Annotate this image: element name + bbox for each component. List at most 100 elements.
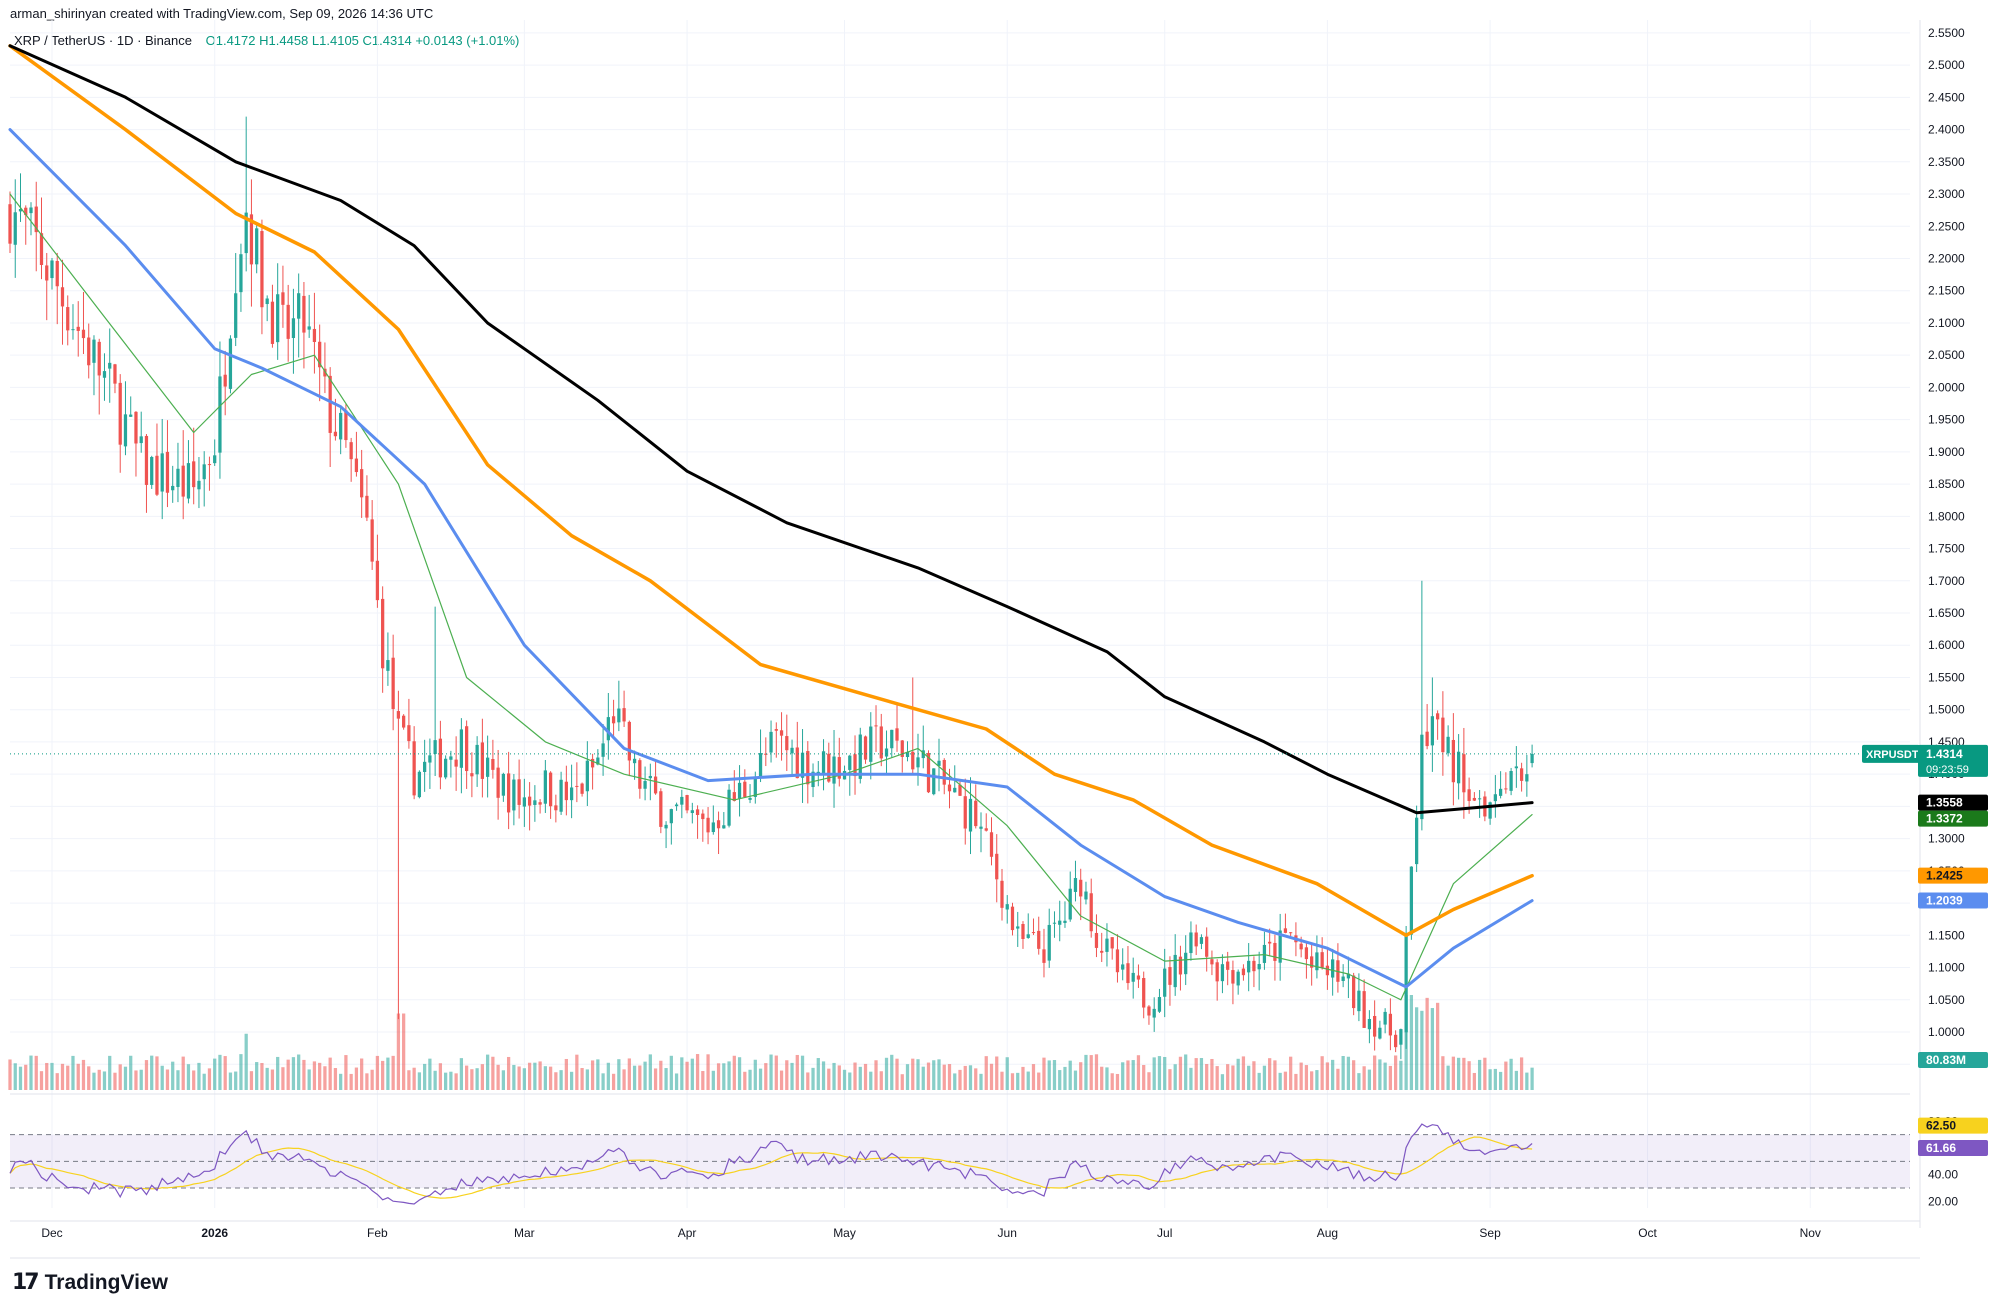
volume-bar (601, 1073, 605, 1090)
candle (1205, 936, 1209, 957)
volume-bar (433, 1070, 437, 1090)
bar-countdown: 09:23:59 (1926, 764, 1969, 776)
volume-bar (218, 1054, 222, 1090)
candle (1462, 754, 1466, 793)
volume-bar (1415, 1007, 1419, 1090)
volume-bar (260, 1062, 264, 1090)
volume-bar (884, 1057, 889, 1090)
volume-bar (391, 1055, 395, 1090)
volume-bar (569, 1071, 574, 1090)
volume-bar (207, 1068, 212, 1090)
volume-bar (774, 1055, 778, 1090)
volume-bar (1315, 1070, 1319, 1090)
volume-bar (942, 1064, 946, 1090)
volume-bar (664, 1068, 668, 1090)
volume-bar (438, 1063, 443, 1090)
volume-bar (197, 1062, 201, 1090)
volume-bar (858, 1066, 862, 1090)
volume-bar (764, 1063, 768, 1090)
candle (1194, 932, 1198, 947)
ma20-value-bg (1918, 810, 1988, 827)
volume-bar (1194, 1058, 1198, 1090)
volume-bar (1399, 1060, 1403, 1090)
volume-bar (129, 1055, 133, 1090)
candle (1420, 734, 1424, 820)
candle (349, 442, 353, 460)
volume-bar (1131, 1060, 1135, 1090)
candle (87, 337, 91, 366)
volume-bar (753, 1059, 757, 1090)
candle (491, 758, 495, 770)
candle (1136, 975, 1141, 980)
symbol-tag-bg (1862, 744, 1920, 763)
price-tick-label: 2.0500 (1928, 348, 1965, 362)
volume-bar (1331, 1059, 1335, 1090)
volume-bar (512, 1064, 516, 1090)
volume-bar (139, 1069, 143, 1090)
volume-bar (323, 1066, 327, 1090)
volume-bar (1420, 1010, 1424, 1090)
candle (1100, 950, 1104, 953)
candle (1068, 888, 1072, 920)
candle (622, 708, 626, 722)
candle (942, 759, 946, 785)
volume-bar (968, 1065, 973, 1090)
moving-averages (8, 44, 1534, 1001)
volume-bar (34, 1055, 38, 1090)
candle (454, 759, 458, 767)
candle (155, 455, 159, 495)
candle (228, 338, 233, 389)
candle (580, 783, 584, 794)
candle (916, 757, 920, 768)
price-tick-label: 1.5500 (1928, 670, 1965, 684)
candle (1042, 949, 1046, 963)
volume-bar (1205, 1064, 1209, 1090)
price-labels: XRPUSDT 1.4314 09:23:59 1.3558 1.3372 1.2425 1… (1862, 744, 1988, 1156)
candle (1415, 817, 1419, 865)
volume-bar (144, 1060, 149, 1090)
volume-bar (953, 1073, 957, 1090)
candle (1121, 964, 1125, 970)
candle (480, 742, 485, 779)
price-tick-label: 2.4000 (1928, 123, 1965, 137)
volume-bar (192, 1070, 196, 1090)
volume-bar (1262, 1065, 1267, 1090)
volume-bar (1021, 1066, 1025, 1090)
time-tick-label: Oct (1638, 1226, 1657, 1240)
volume-bar (470, 1069, 474, 1090)
candle (953, 787, 957, 793)
volume-bar (1168, 1069, 1172, 1090)
candle (974, 800, 978, 827)
candle (1289, 932, 1293, 934)
volume-bar (1367, 1069, 1372, 1090)
price-tick-label: 1.9500 (1928, 413, 1965, 427)
candle (653, 776, 658, 794)
candle (97, 341, 101, 376)
candle (197, 480, 201, 490)
candle (412, 741, 416, 796)
price-tick-label: 1.6000 (1928, 638, 1965, 652)
candle (134, 411, 138, 444)
candle (192, 461, 196, 488)
volume-bar (1157, 1056, 1162, 1090)
volume-bar (743, 1071, 747, 1090)
volume-bar (1498, 1071, 1503, 1090)
volume-bar (1378, 1059, 1382, 1090)
ma50-value-bg (1918, 892, 1988, 909)
volume-bar (1199, 1058, 1204, 1090)
candle (291, 318, 296, 339)
tradingview-logo[interactable]: 17 TradingView (12, 1270, 168, 1295)
volume-bar (1341, 1056, 1345, 1090)
candle (171, 485, 175, 491)
volume-bar (349, 1073, 353, 1090)
price-tick-label: 2.2500 (1928, 219, 1965, 233)
candle (1383, 1011, 1387, 1025)
candle (785, 736, 789, 751)
volume-bar (176, 1070, 180, 1090)
volume-bar (1042, 1057, 1046, 1090)
candle (748, 797, 752, 800)
ma50-line (8, 128, 1534, 989)
ma100-value: 1.2425 (1926, 869, 1963, 883)
candle (123, 414, 128, 447)
